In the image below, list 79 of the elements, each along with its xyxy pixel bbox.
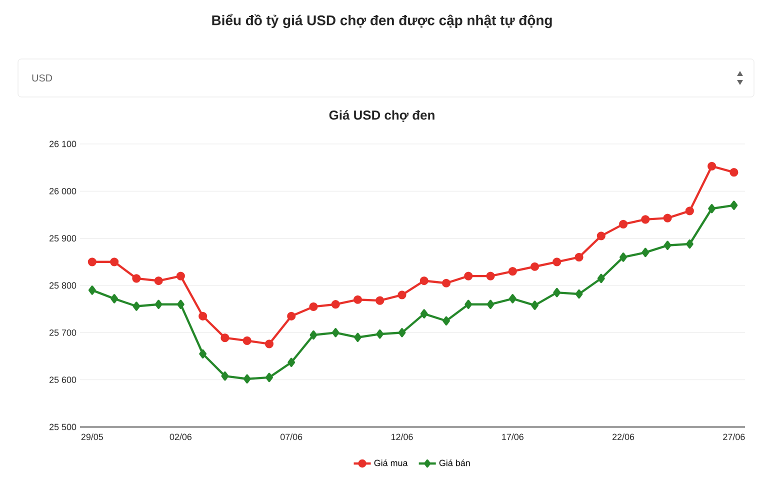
y-tick-label: 25 500 bbox=[50, 424, 76, 430]
point bbox=[730, 200, 738, 210]
point bbox=[398, 328, 406, 338]
chart-title: Biểu đồ tỷ giá USD chợ đen được cập nhật tự động bbox=[212, 14, 552, 28]
point bbox=[552, 258, 562, 266]
point bbox=[553, 288, 561, 298]
point bbox=[664, 240, 672, 250]
point bbox=[464, 300, 472, 309]
text: USD bbox=[32, 74, 52, 82]
point bbox=[442, 278, 451, 288]
point bbox=[685, 206, 694, 216]
point bbox=[486, 272, 495, 280]
x-tick-label: 22/06 bbox=[612, 434, 634, 440]
point bbox=[530, 262, 540, 271]
point bbox=[132, 274, 141, 283]
legend-label: Giá mua bbox=[374, 459, 408, 466]
x-tick-label: 12/06 bbox=[391, 434, 413, 440]
point bbox=[708, 204, 716, 214]
point bbox=[220, 334, 230, 342]
x-tick-label: 29/05 bbox=[81, 434, 104, 440]
point bbox=[354, 332, 362, 342]
x-tick-label: 02/06 bbox=[170, 434, 192, 440]
point bbox=[309, 302, 318, 312]
chart-subtitle: Giá USD chợ đen bbox=[329, 110, 434, 122]
point bbox=[641, 215, 650, 224]
point bbox=[420, 276, 428, 286]
point bbox=[176, 300, 184, 309]
point bbox=[508, 267, 517, 276]
point bbox=[287, 312, 296, 320]
point bbox=[265, 372, 273, 382]
y-tick-label: 26 000 bbox=[50, 188, 76, 194]
point bbox=[288, 358, 296, 367]
point bbox=[376, 329, 384, 339]
point bbox=[264, 340, 274, 348]
y-tick-label: 26 100 bbox=[50, 140, 76, 148]
x-tick-label: 27/06 bbox=[723, 434, 745, 440]
point bbox=[531, 300, 538, 310]
point bbox=[663, 214, 672, 222]
point bbox=[110, 294, 118, 304]
point bbox=[708, 162, 716, 170]
point bbox=[730, 168, 738, 177]
point bbox=[154, 300, 162, 309]
point bbox=[398, 290, 406, 300]
y-tick-label: 25 700 bbox=[50, 329, 76, 336]
y-tick-label: 25 600 bbox=[50, 376, 76, 383]
y-tick-label: 25 800 bbox=[50, 282, 76, 289]
point bbox=[88, 286, 96, 295]
point bbox=[88, 258, 96, 266]
point bbox=[310, 330, 318, 340]
x-tick-label: 17/06 bbox=[502, 434, 524, 440]
point bbox=[619, 220, 628, 228]
point bbox=[642, 248, 650, 258]
point bbox=[486, 300, 494, 309]
point bbox=[132, 302, 140, 311]
point bbox=[686, 239, 694, 249]
point bbox=[110, 258, 119, 266]
point bbox=[597, 274, 605, 284]
point bbox=[176, 272, 185, 280]
point bbox=[332, 328, 340, 338]
point bbox=[508, 294, 516, 304]
point bbox=[575, 289, 583, 299]
point bbox=[331, 300, 340, 309]
y-tick-label: 25 900 bbox=[50, 235, 76, 242]
point bbox=[620, 252, 628, 262]
point bbox=[242, 336, 252, 345]
point bbox=[442, 316, 450, 326]
point bbox=[199, 349, 207, 358]
point bbox=[464, 272, 473, 280]
point bbox=[198, 312, 208, 320]
point bbox=[243, 374, 251, 384]
point bbox=[574, 252, 584, 262]
point bbox=[596, 232, 606, 240]
point bbox=[353, 295, 362, 304]
point bbox=[154, 276, 163, 286]
x-tick-label: 07/06 bbox=[280, 434, 302, 440]
legend-label: Giá bán bbox=[439, 459, 470, 466]
point bbox=[221, 371, 229, 381]
point bbox=[376, 296, 384, 305]
point bbox=[420, 309, 428, 318]
